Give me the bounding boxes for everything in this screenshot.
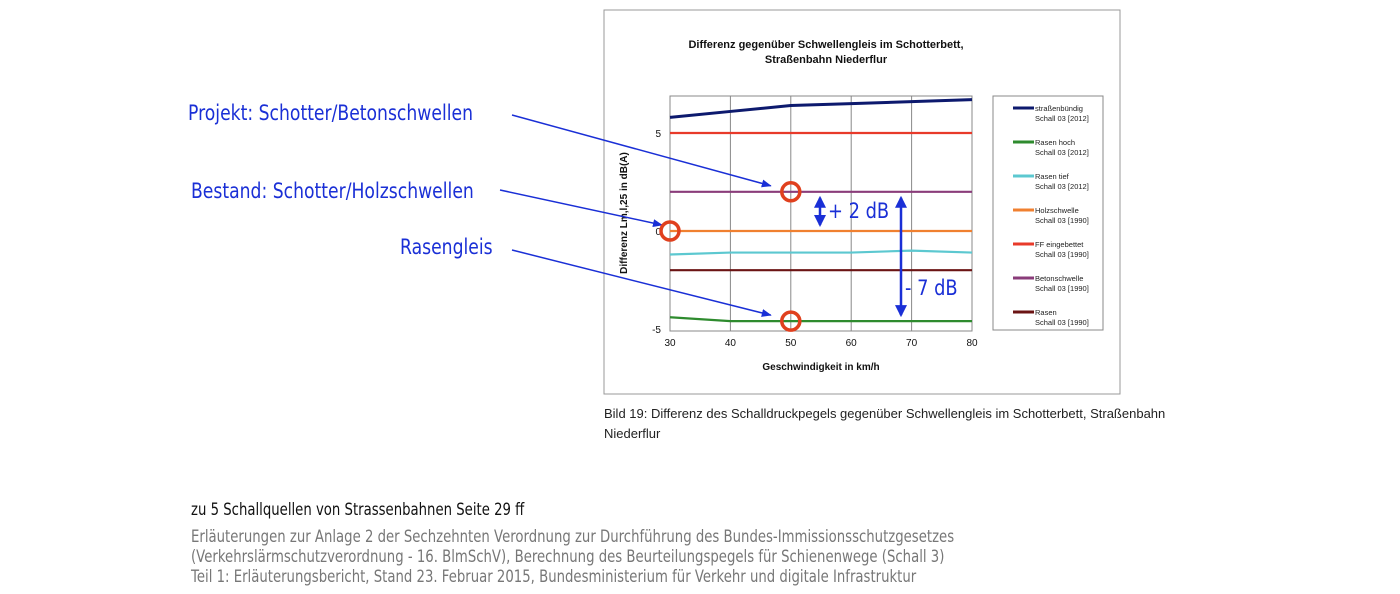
x-tick-label: 80 [966, 338, 978, 349]
x-tick-label: 50 [785, 338, 797, 349]
y-tick-label: 5 [655, 129, 661, 140]
annotation-label: Projekt: Schotter/Betonschwellen [188, 100, 473, 125]
series-line-Rasen tief [669, 249, 973, 256]
legend-label: straßenbündig [1035, 104, 1083, 113]
x-tick-label: 30 [664, 338, 676, 349]
series-line-Rasen hoch [669, 316, 972, 323]
annotation-label: Bestand: Schotter/Holzschwellen [191, 178, 474, 203]
footer-line-2: (Verkehrslärmschutzverordnung - 16. BlmS… [191, 547, 945, 567]
footer-line-1: Erläuterungen zur Anlage 2 der Sechzehnt… [191, 527, 955, 547]
annotation-label: Rasengleis [400, 234, 493, 259]
x-tick-label: 60 [846, 338, 858, 349]
x-axis-label: Geschwindigkeit in km/h [762, 362, 879, 373]
legend-label: Rasen [1035, 308, 1057, 317]
x-tick-label: 70 [906, 338, 918, 349]
legend-sublabel: Schall 03 [1990] [1035, 284, 1089, 293]
annotation-arrow [511, 114, 772, 188]
legend-label: Holzschwelle [1035, 206, 1079, 215]
footer-line-3: Teil 1: Erläuterungsbericht, Stand 23. F… [191, 567, 917, 587]
difference-label: + 2 dB [828, 199, 889, 224]
series-line-straßenbündig [669, 98, 973, 119]
footer-title: zu 5 Schallquellen von Strassenbahnen Se… [191, 500, 525, 520]
highlight-marker [780, 310, 802, 332]
y-tick-label: 0 [655, 227, 661, 238]
highlight-marker [780, 181, 802, 203]
legend-label: Rasen hoch [1035, 138, 1075, 147]
legend-sublabel: Schall 03 [2012] [1035, 182, 1089, 191]
figure-caption: Bild 19: Differenz des Schalldruckpegels… [604, 406, 1166, 441]
legend-sublabel: Schall 03 [1990] [1035, 250, 1089, 259]
legend-sublabel: Schall 03 [1990] [1035, 318, 1089, 327]
legend-label: FF eingebettet [1035, 240, 1084, 249]
legend-sublabel: Schall 03 [2012] [1035, 148, 1089, 157]
x-tick-label: 40 [725, 338, 737, 349]
annotation-arrow [511, 249, 772, 317]
chart-title-line-1: Differenz gegenüber Schwellengleis im Sc… [688, 39, 963, 51]
difference-label: - 7 dB [905, 276, 958, 301]
legend-label: Rasen tief [1035, 172, 1070, 181]
annotation-arrow [499, 189, 663, 228]
legend [992, 95, 1104, 331]
y-tick-label: -5 [652, 325, 661, 336]
legend-sublabel: Schall 03 [1990] [1035, 216, 1089, 225]
y-axis-label: Differenz Lm,l,25 in dB(A) [619, 152, 630, 274]
chart-title-line-2: Straßenbahn Niederflur [765, 54, 888, 66]
highlight-marker [659, 220, 681, 242]
legend-label: Betonschwelle [1035, 274, 1083, 283]
legend-sublabel: Schall 03 [2012] [1035, 114, 1089, 123]
